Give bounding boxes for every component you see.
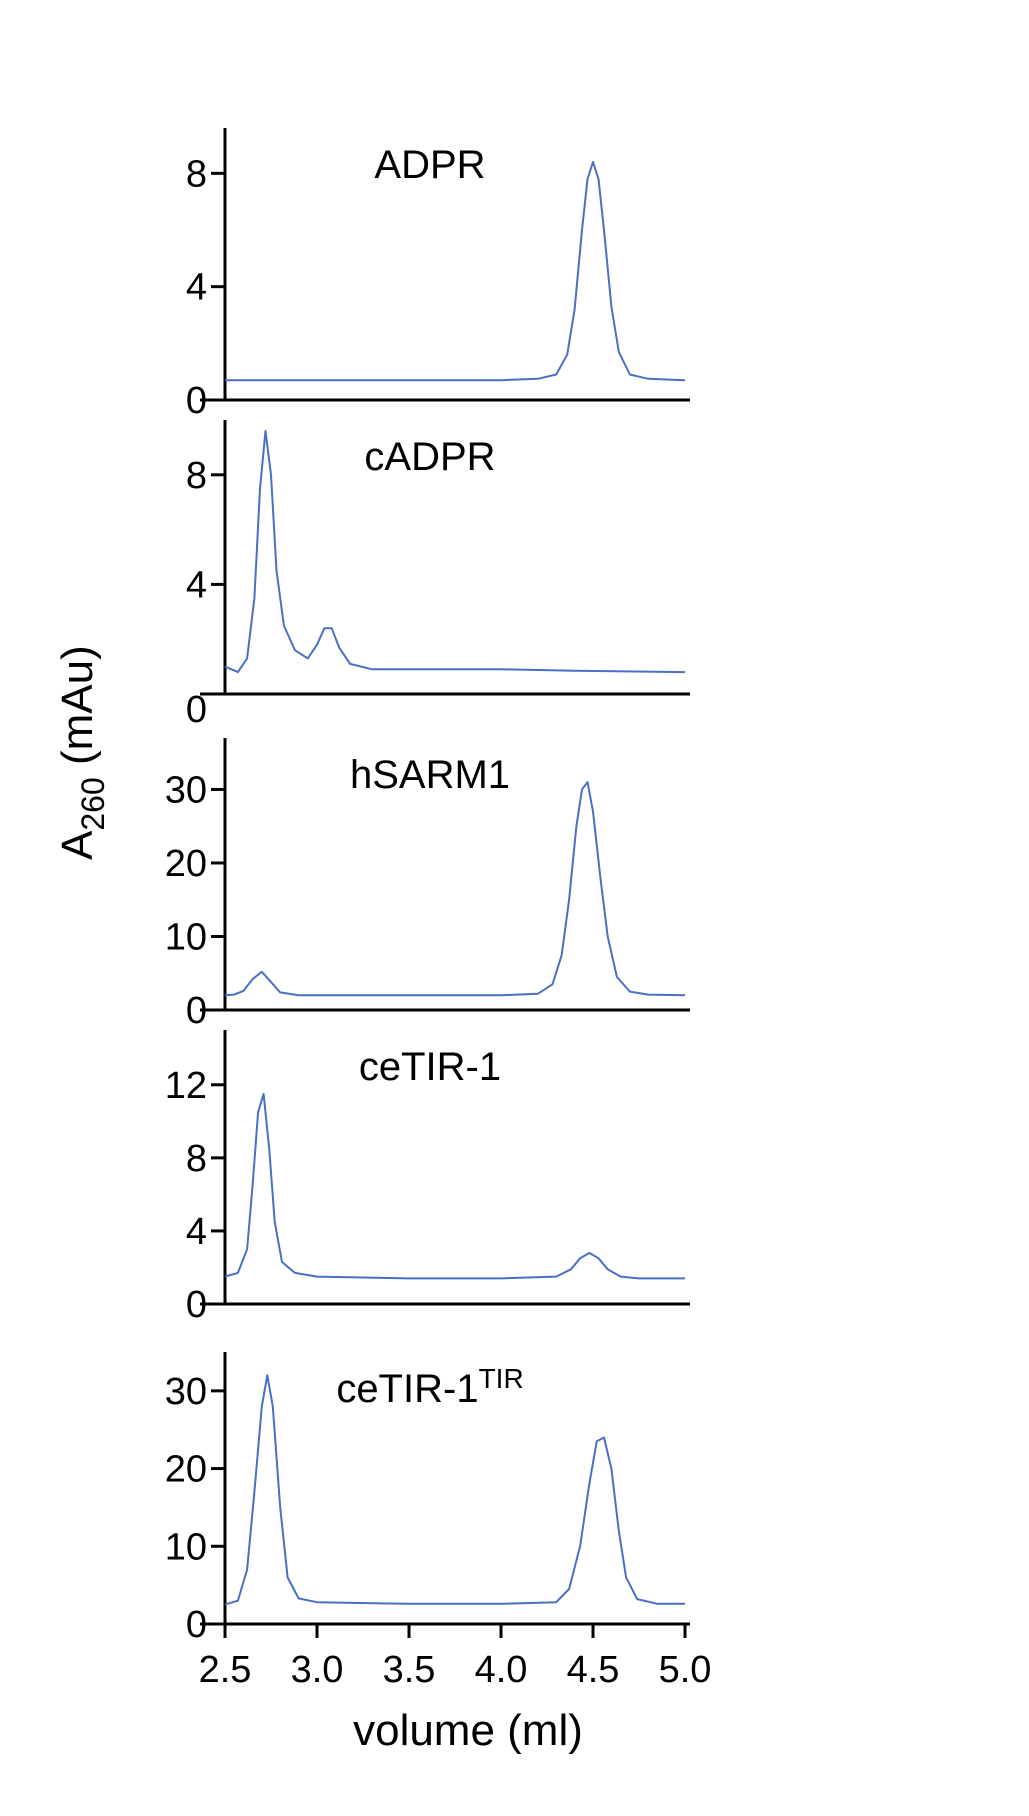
panel-title-superscript: TIR — [479, 1363, 524, 1394]
x-axis-title: volume (ml) — [353, 1706, 583, 1755]
y-tick-label: 8 — [186, 153, 207, 195]
y-tick-label: 0 — [186, 990, 207, 1032]
y-tick-label: 4 — [186, 564, 207, 606]
y-tick-label: 8 — [186, 455, 207, 497]
trace-4 — [224, 1092, 685, 1280]
y-tick-label: 4 — [186, 267, 207, 309]
panels-group: 0 4 8 ADPR 0 4 8 cADPR 0 10 20 30 hSARM1 0 4 8 12 ceTIR-1… — [165, 128, 690, 1646]
x-tick-label: 5.0 — [659, 1649, 712, 1691]
x-axis: 2.5 3.0 3.5 4.0 4.5 5.0 — [199, 1624, 712, 1691]
y-tick-label: 10 — [165, 916, 207, 958]
panel-title-text: ceTIR-1 — [336, 1367, 478, 1411]
x-tick-label: 4.5 — [567, 1649, 620, 1691]
panel-3: 0 10 20 30 hSARM1 — [165, 738, 690, 1032]
panel-title-text: ADPR — [374, 143, 485, 187]
panel-4: 0 4 8 12 ceTIR-1 — [165, 1030, 690, 1326]
y-axis-title-subscript: 260 — [75, 777, 111, 830]
x-tick-label: 2.5 — [199, 1649, 252, 1691]
y-tick-label: 0 — [186, 689, 207, 731]
y-axis-title: A260 (mAu) — [53, 645, 111, 860]
y-tick-label: 30 — [165, 1371, 207, 1413]
y-tick-label: 30 — [165, 769, 207, 811]
y-tick-label: 4 — [186, 1211, 207, 1253]
panel-5: 0 10 20 30 ceTIR-1TIR — [165, 1352, 690, 1646]
panel-title: ceTIR-1TIR — [336, 1363, 523, 1411]
y-tick-label: 0 — [186, 1604, 207, 1646]
y-axis-title-unit: (mAu) — [53, 645, 102, 777]
panel-title: cADPR — [364, 435, 495, 479]
panel-title: ADPR — [374, 143, 485, 187]
y-tick-label: 10 — [165, 1526, 207, 1568]
panel-title-text: ceTIR-1 — [359, 1045, 501, 1089]
panel-1: 0 4 8 ADPR — [186, 128, 690, 422]
trace-2 — [224, 430, 686, 674]
panel-title-text: cADPR — [364, 435, 495, 479]
y-tick-label: 0 — [186, 380, 207, 422]
panel-title: ceTIR-1 — [359, 1045, 501, 1089]
panel-title: hSARM1 — [350, 753, 510, 797]
x-tick-label: 3.5 — [383, 1649, 436, 1691]
y-tick-label: 0 — [186, 1284, 207, 1326]
y-axis-title-main: A — [53, 830, 102, 860]
y-tick-label: 20 — [165, 1449, 207, 1491]
x-tick-label: 4.0 — [475, 1649, 528, 1691]
x-tick-label: 3.0 — [291, 1649, 344, 1691]
y-tick-label: 20 — [165, 843, 207, 885]
trace-5 — [224, 1374, 685, 1606]
panel-2: 0 4 8 cADPR — [186, 420, 690, 731]
y-tick-label: 8 — [186, 1138, 207, 1180]
y-tick-label: 12 — [165, 1065, 207, 1107]
trace-1 — [225, 161, 686, 382]
trace-3 — [224, 781, 686, 997]
panel-title-text: hSARM1 — [350, 753, 510, 797]
